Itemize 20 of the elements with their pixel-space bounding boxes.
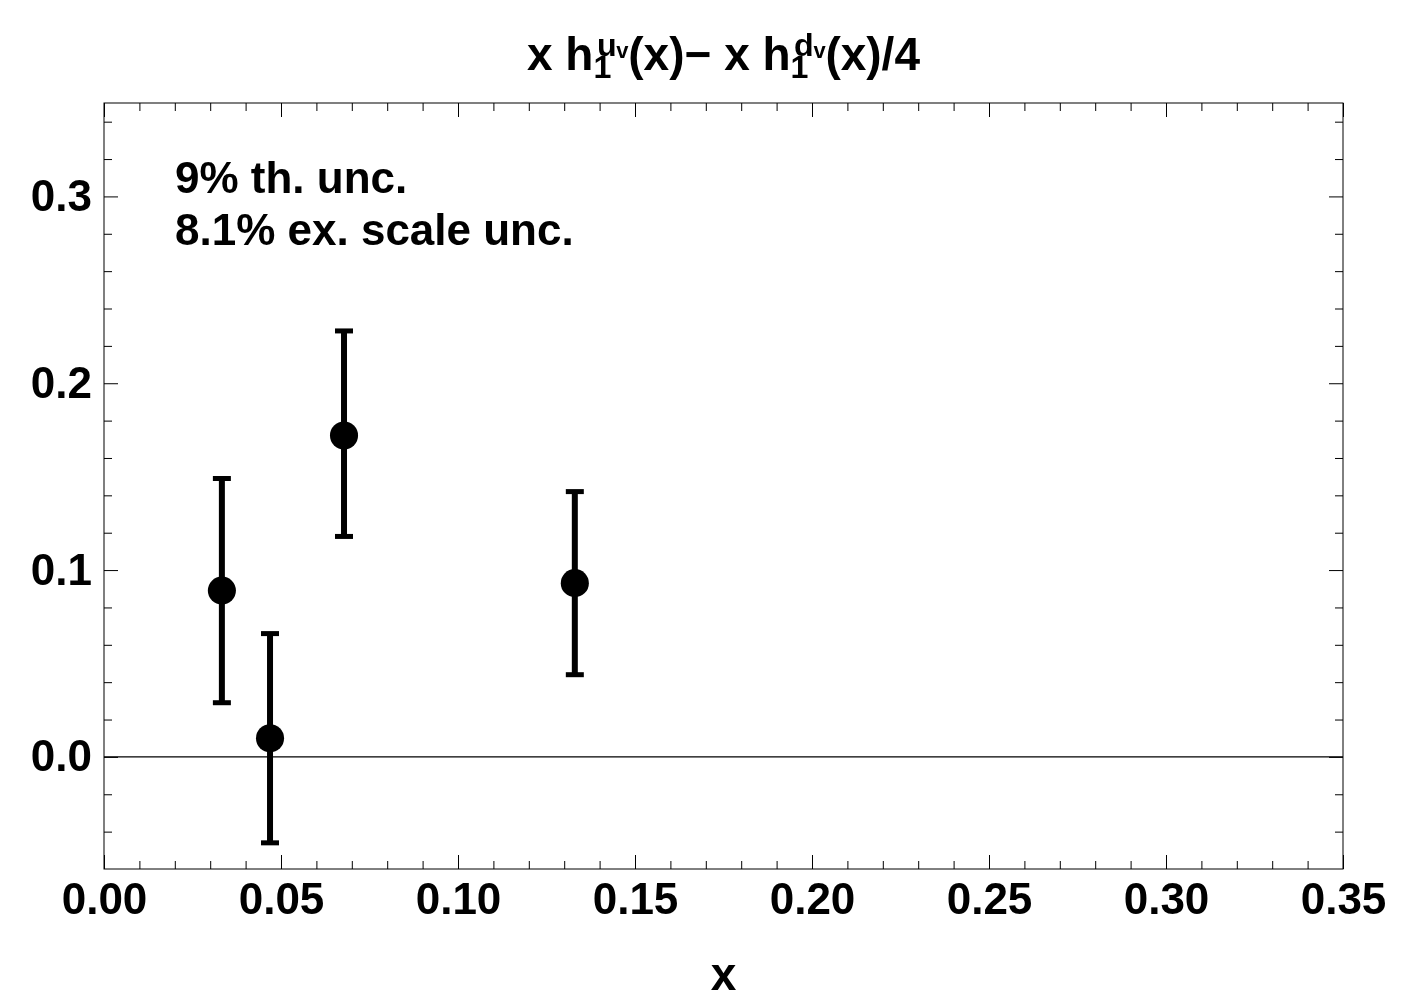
- point: [255, 724, 285, 753]
- x-tick-label: 0.00: [61, 874, 148, 924]
- x-tick-label: 0.35: [1300, 874, 1387, 924]
- point: [329, 421, 359, 450]
- point: [207, 576, 236, 605]
- y-tick-label: 0.1: [30, 544, 92, 594]
- chart-title: x h$_{1}$$^{uᵥ}$(x)− x h$_{1}$$^{dᵥ}$(x)/4: [527, 26, 921, 85]
- x-tick-label: 0.20: [769, 874, 856, 924]
- y-tick-label: 0.3: [30, 170, 92, 220]
- x-tick-label: 0.30: [1123, 874, 1210, 924]
- annotation: 9% th. unc.: [175, 153, 408, 202]
- x-tick-label: 0.15: [592, 874, 679, 924]
- x-tick-label: 0.10: [415, 874, 502, 924]
- point: [560, 569, 589, 598]
- y-tick-label: 0.2: [30, 357, 92, 407]
- x-tick-label: 0.25: [946, 874, 1033, 924]
- x-tick-label: 0.05: [238, 874, 325, 924]
- x-axis-title: x: [710, 948, 737, 996]
- annotation: 8.1% ex. scale unc.: [175, 205, 574, 254]
- y-tick-label: 0.0: [30, 731, 92, 781]
